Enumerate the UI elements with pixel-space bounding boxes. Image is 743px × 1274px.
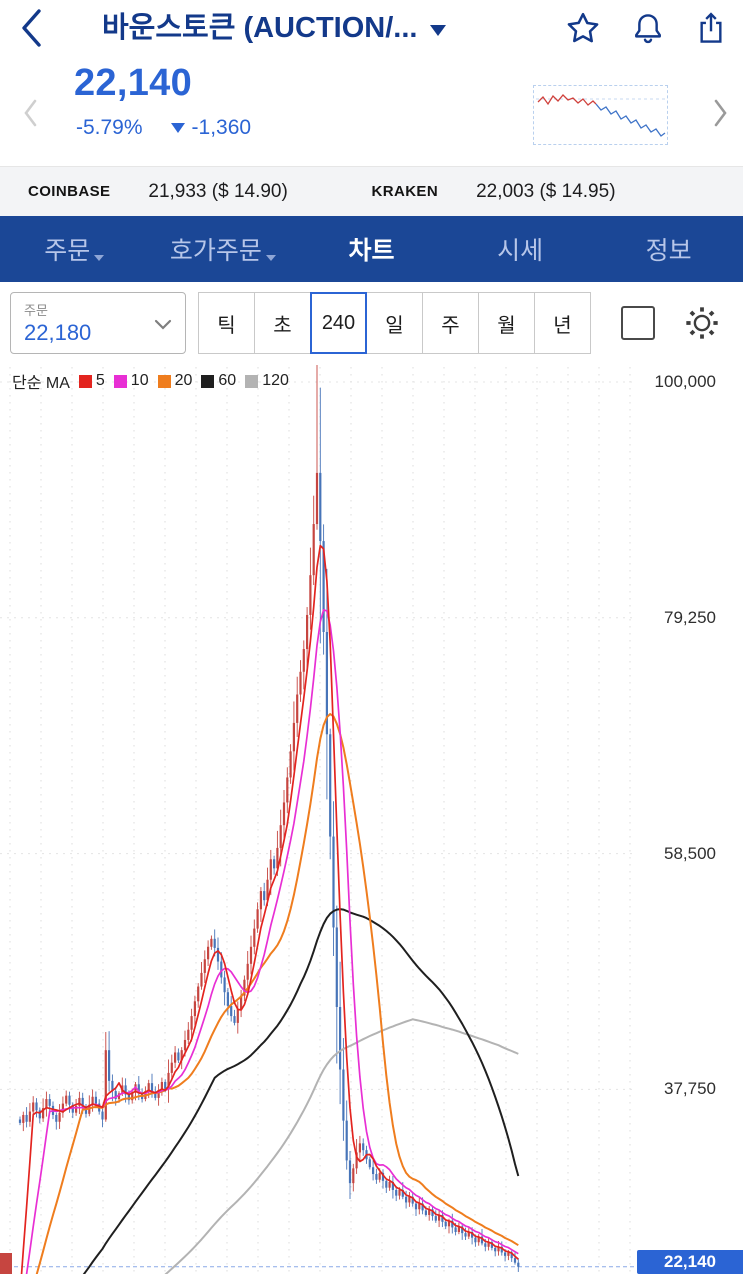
change-amount: -1,360	[191, 116, 252, 139]
exchange-quote: KRAKEN 22,003 ($ 14.95)	[372, 181, 716, 203]
favorite-button[interactable]	[565, 10, 601, 46]
change-percent: -5.79%	[76, 116, 143, 139]
ma-line-60	[82, 908, 520, 1274]
tab-info[interactable]: 정보	[594, 216, 743, 282]
ma-color-swatch	[245, 374, 259, 388]
price-section: 22,140 -5.79% -1,360	[0, 58, 743, 166]
tab-label: 정보	[645, 237, 692, 265]
exchange-name: KRAKEN	[371, 183, 439, 200]
timeframe-sec[interactable]: 초	[254, 292, 311, 354]
ma-legend-item: 120	[245, 372, 289, 390]
current-price: 22,140	[74, 62, 193, 104]
ma-line-120	[164, 1018, 519, 1274]
ma-line-5	[20, 544, 519, 1274]
exchange-compare-row: COINBASE 21,933 ($ 14.90) KRAKEN 22,003 ($ …	[0, 166, 743, 216]
tab-label: 시세	[497, 237, 544, 265]
chevron-left-icon	[22, 9, 41, 47]
gear-icon	[686, 307, 718, 339]
tab-label: 호가주문	[169, 237, 262, 265]
ma-legend-item: 10	[113, 372, 149, 390]
main-tabbar: 주문 호가주문 차트 시세 정보	[0, 216, 743, 282]
tab-label: 주문	[44, 237, 91, 265]
candles-layer	[18, 365, 520, 1272]
dropdown-caret-icon	[430, 24, 447, 36]
ma-legend-item: 60	[201, 372, 236, 390]
star-icon	[567, 12, 599, 43]
page-title: 바운스토큰 (AUCTION/...	[102, 12, 418, 44]
chevron-down-icon	[154, 319, 172, 331]
tab-label: 차트	[348, 237, 395, 265]
current-price-tag: 22,140	[637, 1250, 743, 1274]
bell-icon	[635, 14, 661, 44]
caret-icon	[94, 255, 105, 261]
sparkline-chart	[536, 94, 666, 137]
caret-icon	[265, 255, 276, 261]
ma-period-label: 5	[95, 372, 105, 389]
exchange-price: 21,933 ($ 14.90)	[148, 180, 288, 202]
y-axis-label: 79,250	[664, 607, 716, 627]
ma-period-label: 20	[174, 372, 193, 389]
chart-toolbar: 주문 22,180 틱 초 240 일 주 월 년	[0, 282, 743, 357]
alerts-button[interactable]	[631, 10, 665, 46]
order-select-label: 주문	[24, 303, 48, 318]
y-axis-label: 58,500	[664, 843, 716, 863]
share-icon	[700, 12, 722, 43]
next-symbol-button[interactable]	[713, 98, 729, 128]
prev-symbol-button[interactable]	[22, 98, 38, 128]
price-change-row: -5.79% -1,360	[76, 116, 251, 140]
exchange-quote: COINBASE 21,933 ($ 14.90)	[28, 181, 372, 203]
exchange-name: COINBASE	[28, 183, 111, 200]
tab-price[interactable]: 시세	[446, 216, 595, 282]
y-axis-label: 100,000	[654, 372, 716, 391]
timeframe-selector: 틱 초 240 일 주 월 년	[198, 292, 591, 354]
timeframe-day[interactable]: 일	[366, 292, 423, 354]
ma-legend-title: 단순 MA	[12, 375, 70, 392]
chart-canvas[interactable]	[0, 357, 743, 1274]
ma-lines-layer	[20, 544, 520, 1274]
ma-period-label: 60	[218, 372, 237, 389]
share-button[interactable]	[695, 10, 727, 46]
order-select-value: 22,180	[24, 320, 92, 345]
chart-style-button[interactable]	[621, 306, 655, 340]
tab-order[interactable]: 주문	[0, 216, 149, 282]
ma-legend-item: 20	[157, 372, 193, 390]
symbol-title-dropdown[interactable]: 바운스토큰 (AUCTION/...	[102, 7, 447, 49]
header-actions	[565, 10, 727, 46]
ma-color-swatch	[201, 374, 215, 388]
timeframe-week[interactable]: 주	[422, 292, 479, 354]
chevron-left-icon	[24, 99, 37, 127]
ma-color-swatch	[157, 374, 171, 388]
timeframe-month[interactable]: 월	[478, 292, 535, 354]
ma-legend-items: 5 10 20 60 120	[78, 372, 298, 390]
y-axis-label: 37,750	[664, 1079, 716, 1099]
tab-chart[interactable]: 차트	[297, 216, 446, 282]
settings-button[interactable]	[681, 302, 723, 344]
ma-period-label: 120	[262, 372, 289, 389]
tab-orderbook[interactable]: 호가주문	[149, 216, 298, 282]
app-header: 바운스토큰 (AUCTION/...	[0, 0, 743, 58]
price-chart: 단순 MA 5 10 20 60 120 100,000 79,250 58,500 37,7…	[0, 357, 743, 1274]
ma-legend: 단순 MA 5 10 20 60 120	[12, 369, 298, 393]
ma-color-swatch	[78, 374, 92, 388]
partial-volume-bar	[0, 1253, 12, 1274]
back-button[interactable]	[10, 7, 52, 51]
ma-legend-item: 5	[78, 372, 105, 390]
chevron-right-icon	[714, 99, 727, 127]
down-arrow-icon	[170, 123, 185, 133]
timeframe-240[interactable]: 240	[310, 292, 367, 354]
exchange-price: 22,003 ($ 14.95)	[476, 180, 616, 202]
timeframe-tick[interactable]: 틱	[198, 292, 255, 354]
ma-color-swatch	[113, 374, 127, 388]
timeframe-year[interactable]: 년	[534, 292, 591, 354]
order-price-select[interactable]: 주문 22,180	[10, 292, 186, 354]
sparkline-thumbnail	[533, 85, 668, 145]
ma-period-label: 10	[130, 372, 149, 389]
